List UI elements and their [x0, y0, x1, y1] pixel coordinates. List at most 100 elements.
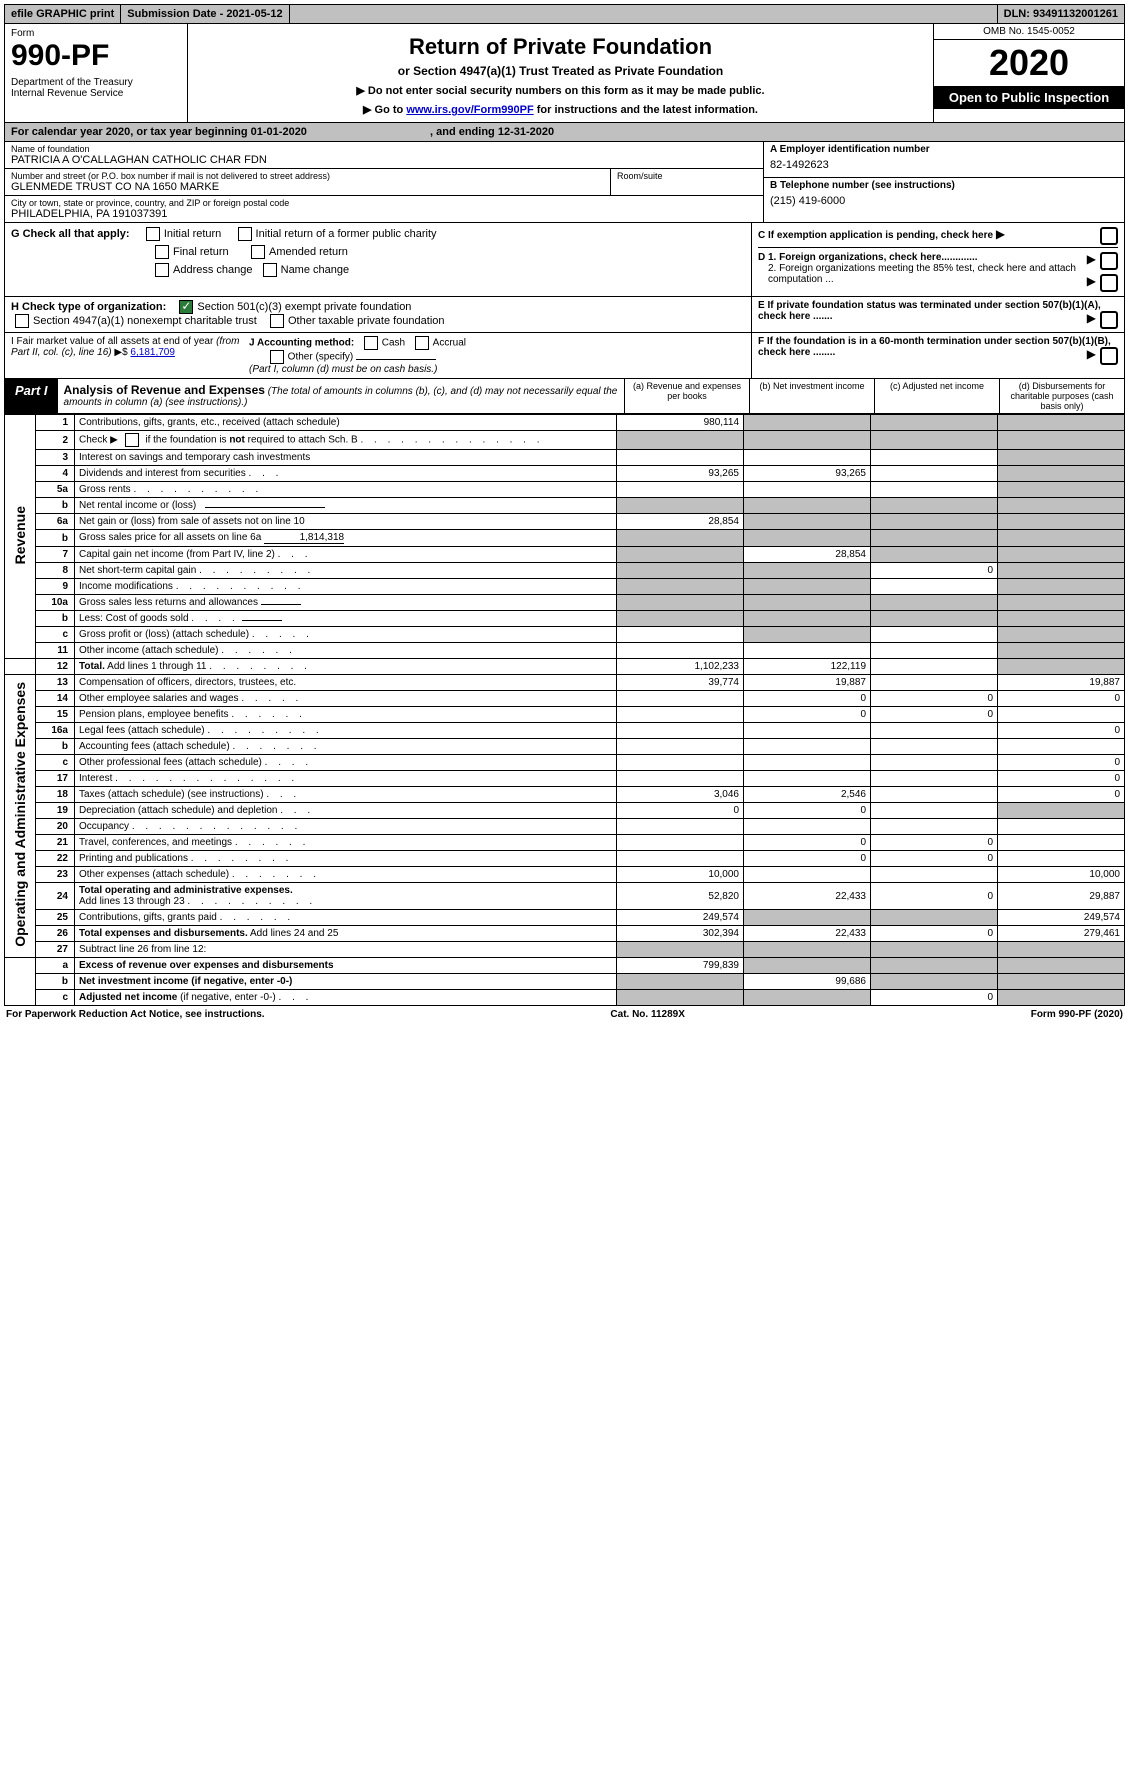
table-row: bGross sales price for all assets on lin…: [5, 530, 1125, 547]
section-i-j: I Fair market value of all assets at end…: [4, 333, 1125, 379]
name-change-checkbox[interactable]: [263, 263, 277, 277]
header-mid: Return of Private Foundation or Section …: [188, 24, 933, 122]
table-row: 2 Check ▶ if the foundation is not requi…: [5, 431, 1125, 450]
col-d-header: (d) Disbursements for charitable purpose…: [999, 379, 1124, 413]
table-row: cOther professional fees (attach schedul…: [5, 755, 1125, 771]
table-row: 17Interest . . . . . . . . . . . . . .0: [5, 771, 1125, 787]
final-return-checkbox[interactable]: [155, 245, 169, 259]
table-row: 8Net short-term capital gain . . . . . .…: [5, 563, 1125, 579]
initial-return-former-checkbox[interactable]: [238, 227, 252, 241]
c-d-checkboxes: C If exemption application is pending, c…: [751, 223, 1124, 296]
street-address: GLENMEDE TRUST CO NA 1650 MARKE: [11, 181, 604, 193]
year-end: 12-31-2020: [498, 126, 554, 138]
address-cell: Number and street (or P.O. box number if…: [5, 169, 763, 196]
fmv-cell: I Fair market value of all assets at end…: [11, 336, 241, 375]
year-begin: 01-01-2020: [251, 126, 307, 138]
other-method-checkbox[interactable]: [270, 350, 284, 364]
part-desc: Analysis of Revenue and Expenses (The to…: [58, 379, 624, 413]
accrual-checkbox[interactable]: [415, 336, 429, 350]
table-row: 23Other expenses (attach schedule) . . .…: [5, 867, 1125, 883]
initial-return-checkbox[interactable]: [146, 227, 160, 241]
omb-number: OMB No. 1545-0052: [934, 24, 1124, 40]
form-subtitle: or Section 4947(a)(1) Trust Treated as P…: [194, 64, 927, 78]
info-right: A Employer identification number 82-1492…: [763, 142, 1124, 222]
city-state-zip: PHILADELPHIA, PA 191037391: [11, 208, 757, 220]
table-row: bNet investment income (if negative, ent…: [5, 974, 1125, 990]
header-left: Form 990-PF Department of the TreasuryIn…: [5, 24, 188, 122]
foreign-85-checkbox[interactable]: [1100, 274, 1118, 292]
table-row: 14Other employee salaries and wages . . …: [5, 691, 1125, 707]
sch-b-checkbox[interactable]: [125, 433, 139, 447]
room-label: Room/suite: [617, 171, 757, 181]
foreign-org-checkbox[interactable]: [1100, 252, 1118, 270]
table-row: Operating and Administrative Expenses 13…: [5, 675, 1125, 691]
col-b-header: (b) Net investment income: [749, 379, 874, 413]
table-row: 10aGross sales less returns and allowanc…: [5, 595, 1125, 611]
calendar-year-row: For calendar year 2020, or tax year begi…: [4, 123, 1125, 142]
table-row: 21Travel, conferences, and meetings . . …: [5, 835, 1125, 851]
table-row: 3Interest on savings and temporary cash …: [5, 450, 1125, 466]
table-row: 19Depreciation (attach schedule) and dep…: [5, 803, 1125, 819]
revenue-side-label: Revenue: [5, 415, 36, 659]
efile-label: efile GRAPHIC print: [5, 5, 121, 23]
h-checkboxes: H Check type of organization: Section 50…: [5, 297, 751, 332]
table-row: 27Subtract line 26 from line 12:: [5, 942, 1125, 958]
main-table: Revenue 1 Contributions, gifts, grants, …: [4, 414, 1125, 1006]
amended-return-checkbox[interactable]: [251, 245, 265, 259]
tax-year: 2020: [934, 40, 1124, 86]
table-row: 5aGross rents . . . . . . . . . .: [5, 482, 1125, 498]
table-row: 25Contributions, gifts, grants paid . . …: [5, 910, 1125, 926]
table-row: 6aNet gain or (loss) from sale of assets…: [5, 514, 1125, 530]
table-row: bLess: Cost of goods sold . . . .: [5, 611, 1125, 627]
table-row: 24Total operating and administrative exp…: [5, 883, 1125, 910]
phone-cell: B Telephone number (see instructions) (2…: [764, 178, 1124, 213]
terminated-checkbox[interactable]: [1100, 311, 1118, 329]
top-bar: efile GRAPHIC print Submission Date - 20…: [4, 4, 1125, 24]
col-c-header: (c) Adjusted net income: [874, 379, 999, 413]
instr-1: ▶ Do not enter social security numbers o…: [194, 84, 927, 97]
dept-label: Department of the TreasuryInternal Reven…: [11, 77, 181, 99]
col-a-header: (a) Revenue and expenses per books: [624, 379, 749, 413]
ein-cell: A Employer identification number 82-1492…: [764, 142, 1124, 178]
ein: 82-1492623: [770, 155, 1118, 175]
footer-left: For Paperwork Reduction Act Notice, see …: [6, 1009, 265, 1020]
table-row: 18Taxes (attach schedule) (see instructi…: [5, 787, 1125, 803]
cash-checkbox[interactable]: [364, 336, 378, 350]
table-row: 20Occupancy . . . . . . . . . . . . .: [5, 819, 1125, 835]
table-row: 9Income modifications . . . . . . . . . …: [5, 579, 1125, 595]
exemption-pending-checkbox[interactable]: [1100, 227, 1118, 245]
form-label: Form: [11, 28, 181, 39]
table-row: 12Total. Add lines 1 through 11 . . . . …: [5, 659, 1125, 675]
part-1-header: Part I Analysis of Revenue and Expenses …: [4, 379, 1125, 414]
table-row: 26Total expenses and disbursements. Add …: [5, 926, 1125, 942]
info-left: Name of foundation PATRICIA A O'CALLAGHA…: [5, 142, 763, 222]
form-title: Return of Private Foundation: [194, 34, 927, 60]
table-row: 15Pension plans, employee benefits . . .…: [5, 707, 1125, 723]
fmv-value[interactable]: 6,181,709: [130, 347, 175, 358]
table-row: 11Other income (attach schedule) . . . .…: [5, 643, 1125, 659]
table-row: 4Dividends and interest from securities …: [5, 466, 1125, 482]
501c3-checkbox[interactable]: [179, 300, 193, 314]
table-row: bNet rental income or (loss): [5, 498, 1125, 514]
city-cell: City or town, state or province, country…: [5, 196, 763, 222]
table-row: 22Printing and publications . . . . . . …: [5, 851, 1125, 867]
column-headers: (a) Revenue and expenses per books (b) N…: [624, 379, 1124, 413]
60-month-checkbox[interactable]: [1100, 347, 1118, 365]
f-checkbox-cell: F If the foundation is in a 60-month ter…: [751, 333, 1124, 378]
part-label: Part I: [5, 379, 58, 413]
table-row: aExcess of revenue over expenses and dis…: [5, 958, 1125, 974]
info-grid: Name of foundation PATRICIA A O'CALLAGHA…: [4, 142, 1125, 223]
other-taxable-checkbox[interactable]: [270, 314, 284, 328]
4947-checkbox[interactable]: [15, 314, 29, 328]
foundation-name: PATRICIA A O'CALLAGHAN CATHOLIC CHAR FDN: [11, 154, 757, 166]
section-c-g: G Check all that apply: Initial return I…: [4, 223, 1125, 297]
dln: DLN: 93491132001261: [997, 5, 1124, 23]
e-checkbox-cell: E If private foundation status was termi…: [751, 297, 1124, 332]
address-change-checkbox[interactable]: [155, 263, 169, 277]
irs-link[interactable]: www.irs.gov/Form990PF: [406, 104, 533, 116]
table-row: bAccounting fees (attach schedule) . . .…: [5, 739, 1125, 755]
form-number: 990-PF: [11, 39, 181, 73]
table-row: cGross profit or (loss) (attach schedule…: [5, 627, 1125, 643]
section-h: H Check type of organization: Section 50…: [4, 297, 1125, 333]
table-row: 7Capital gain net income (from Part IV, …: [5, 547, 1125, 563]
